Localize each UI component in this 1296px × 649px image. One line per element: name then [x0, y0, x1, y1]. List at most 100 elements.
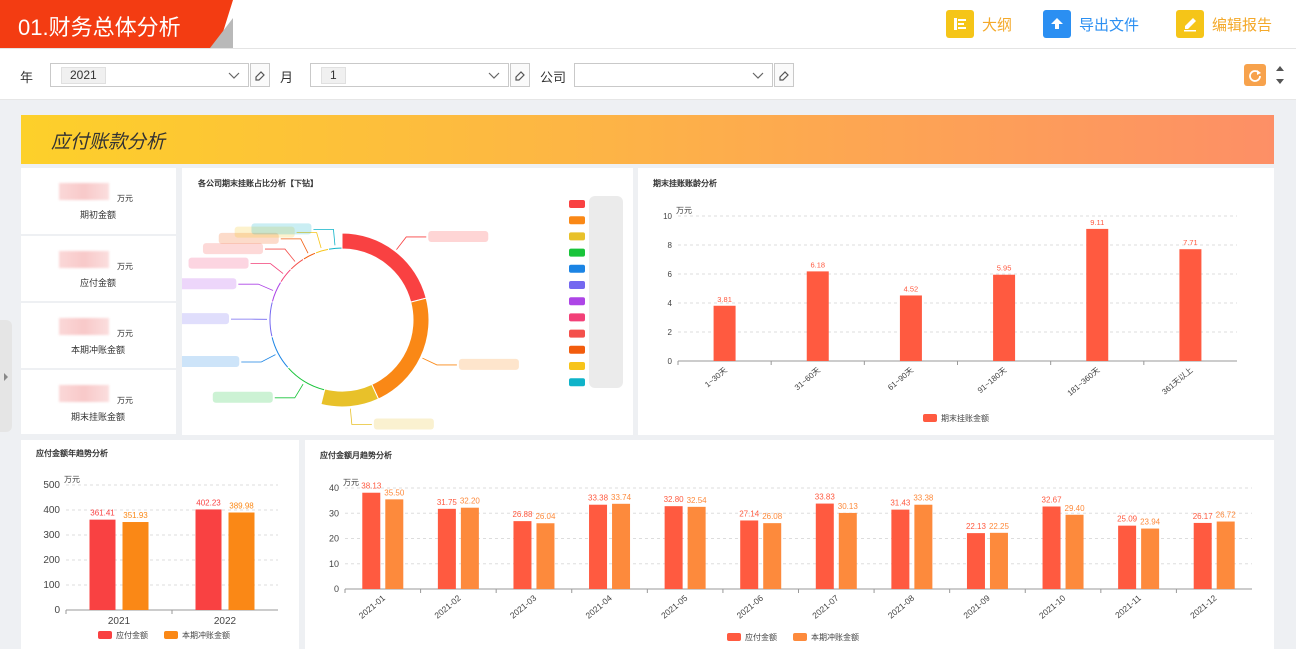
x-tick-label: 2021-09	[961, 593, 992, 621]
bar-value-label: 32.54	[687, 496, 708, 505]
x-tick-label: 2021-02	[432, 593, 463, 621]
y-axis-unit: 万元	[676, 206, 692, 215]
legend-swatch	[923, 414, 937, 422]
month-clear-button[interactable]	[510, 63, 530, 87]
blurred-slice-label	[202, 243, 263, 255]
leader-line	[396, 236, 427, 250]
export-button[interactable]: 导出文件	[1043, 10, 1139, 38]
blurred-slice-label	[234, 226, 295, 238]
bar-value-label: 33.38	[588, 494, 609, 503]
kpi-card-payable: 万元 应付金额	[21, 236, 176, 301]
legend-swatch	[569, 200, 585, 208]
legend-swatch	[569, 313, 585, 322]
bar	[1193, 522, 1212, 589]
x-tick-label: 361天以上	[1160, 366, 1194, 397]
y-tick-label: 20	[329, 534, 339, 544]
donut-chart[interactable]	[182, 168, 633, 435]
bar-value-label: 6.18	[810, 260, 825, 269]
month-select[interactable]: 1	[310, 63, 509, 87]
y-tick-label: 4	[668, 299, 673, 308]
bar	[513, 521, 532, 589]
bar-value-label: 32.20	[460, 497, 481, 506]
refresh-button[interactable]	[1244, 64, 1266, 86]
bar	[713, 305, 736, 361]
chart-title: 期末挂账账龄分析	[653, 179, 717, 188]
kpi-label: 期末挂账金额	[70, 412, 125, 422]
y-axis-unit: 万元	[64, 475, 80, 484]
y-tick-label: 8	[668, 241, 673, 250]
year-bar-chart[interactable]: 0 100 200 300 400 500 万元 2021 361.41 351.93 2022 40…	[21, 440, 299, 649]
bar	[89, 519, 116, 610]
kpi-label: 应付金额	[79, 278, 116, 288]
donut-slice	[341, 232, 427, 303]
y-tick-label: 0	[334, 584, 339, 594]
leader-line	[274, 383, 304, 399]
chevron-down-icon	[488, 72, 500, 79]
bar-value-label: 26.72	[1216, 511, 1237, 520]
bar-value-label: 31.75	[437, 498, 458, 507]
section-title: 应付账款分析	[51, 132, 166, 153]
donut-slice	[327, 246, 343, 251]
legend-swatch	[98, 631, 112, 639]
filter-bar: 年 2021 月 1 公司	[0, 49, 1296, 100]
blurred-slice-label	[218, 232, 279, 244]
year-clear-button[interactable]	[250, 63, 270, 87]
bar	[362, 492, 381, 589]
chart-title: 应付金额年趋势分析	[36, 449, 108, 458]
bar	[1086, 228, 1109, 361]
section-banner: 应付账款分析	[21, 115, 1274, 164]
donut-slice	[289, 257, 305, 271]
bar-value-label: 351.93	[123, 511, 148, 520]
donut-slice	[279, 267, 293, 284]
bar	[612, 503, 631, 589]
bar-value-label: 9.11	[1090, 218, 1104, 227]
app-header: 01.财务总体分析 大纲 导出文件 编辑报告	[0, 0, 1296, 49]
bar	[989, 532, 1008, 589]
refresh-icon	[1249, 70, 1261, 82]
legend-swatch	[164, 631, 178, 639]
x-tick-label: 2021-05	[659, 593, 690, 621]
kpi-value-blurred	[59, 318, 109, 335]
blurred-slice-label	[458, 358, 519, 370]
y-tick-label: 200	[43, 555, 60, 566]
y-tick-label: 300	[43, 530, 60, 541]
bar	[1042, 506, 1061, 589]
year-select[interactable]: 2021	[50, 63, 249, 87]
blurred-slice-label	[373, 418, 434, 430]
y-tick-label: 40	[329, 483, 339, 493]
bar	[437, 508, 456, 589]
side-collapse-handle[interactable]	[0, 320, 12, 432]
x-tick-label: 2021-08	[886, 593, 917, 621]
company-select[interactable]	[574, 63, 773, 87]
page-title: 01.财务总体分析	[18, 15, 181, 40]
company-clear-button[interactable]	[774, 63, 794, 87]
bar-value-label: 23.94	[1140, 518, 1161, 527]
legend-swatch	[569, 297, 585, 306]
bar	[1065, 514, 1084, 589]
leader-line	[250, 263, 284, 274]
y-tick-label: 400	[43, 505, 60, 516]
kpi-card-writeoff: 万元 本期冲账金额	[21, 303, 176, 368]
aging-bar-chart[interactable]: 0 2 4 6 8 10 万元 1~30天 3.81 31~60天 6.18 61~90天 4.52 91…	[638, 168, 1274, 435]
bar-value-label: 30.13	[838, 502, 859, 511]
bar	[966, 533, 985, 589]
y-tick-label: 2	[668, 328, 673, 337]
donut-slice	[270, 335, 290, 370]
year-label: 年	[20, 70, 34, 85]
bar-value-label: 361.41	[90, 509, 115, 518]
eraser-icon	[255, 71, 265, 81]
bar	[1179, 249, 1202, 361]
legend-swatch	[569, 248, 585, 257]
scroll-arrows-icon[interactable]	[1275, 64, 1285, 86]
outline-button[interactable]: 大纲	[946, 10, 1012, 38]
legend-swatch	[793, 633, 807, 641]
bar	[1216, 521, 1235, 589]
bar-value-label: 31.43	[890, 499, 911, 508]
leader-line	[349, 408, 372, 425]
legend-swatch	[569, 264, 585, 273]
legend-swatch	[569, 281, 585, 289]
bar-value-label: 33.83	[815, 493, 836, 502]
edit-report-button[interactable]: 编辑报告	[1176, 10, 1272, 38]
bar	[687, 506, 706, 589]
